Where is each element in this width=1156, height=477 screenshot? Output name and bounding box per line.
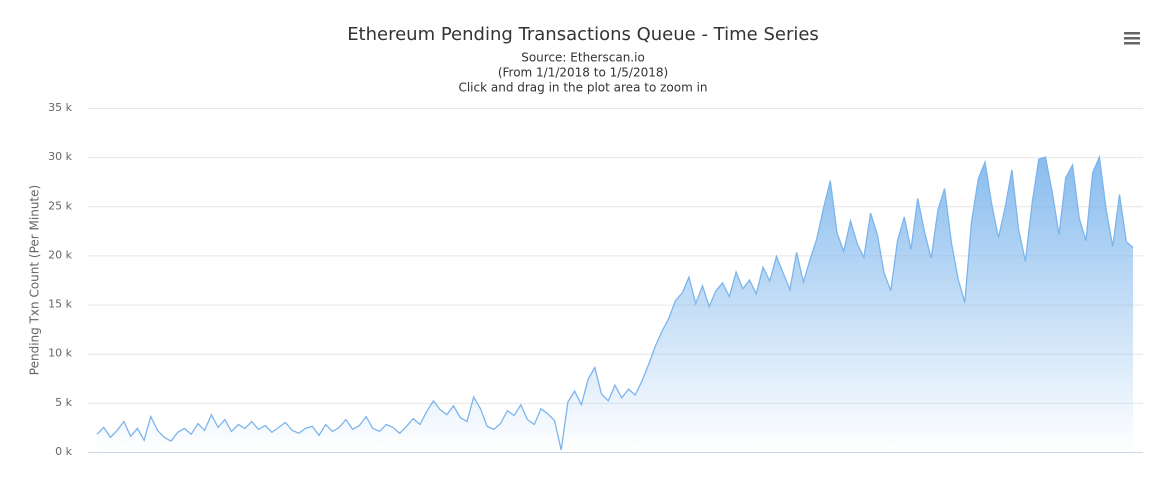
y-tick-label: 0 k: [55, 445, 72, 458]
subtitle: (From 1/1/2018 to 1/5/2018): [498, 66, 668, 80]
y-tick-label: 25 k: [48, 199, 72, 212]
menu-bar[interactable]: [1124, 37, 1140, 40]
area-fill: [97, 157, 1133, 452]
line: [96, 154, 1134, 451]
menu-bar[interactable]: [1124, 42, 1140, 45]
menu-bar[interactable]: [1124, 32, 1140, 35]
subtitle: Click and drag in the plot area to zoom …: [458, 81, 707, 95]
chart-title: Ethereum Pending Transactions Queue - Ti…: [347, 24, 819, 45]
menu-button[interactable]: [1124, 32, 1140, 45]
y-tick-label: 20 k: [48, 248, 72, 261]
y-tick-label: 5 k: [55, 396, 72, 409]
y-axis-title: Pending Txn Count (Per Minute): [28, 185, 42, 375]
subtitle: Source: Etherscan.io: [521, 51, 645, 65]
y-tick-label: 30 k: [48, 150, 72, 163]
y-tick-label: 35 k: [48, 101, 72, 114]
y-tick-label: 10 k: [48, 347, 72, 360]
y-tick-label: 15 k: [48, 298, 72, 311]
